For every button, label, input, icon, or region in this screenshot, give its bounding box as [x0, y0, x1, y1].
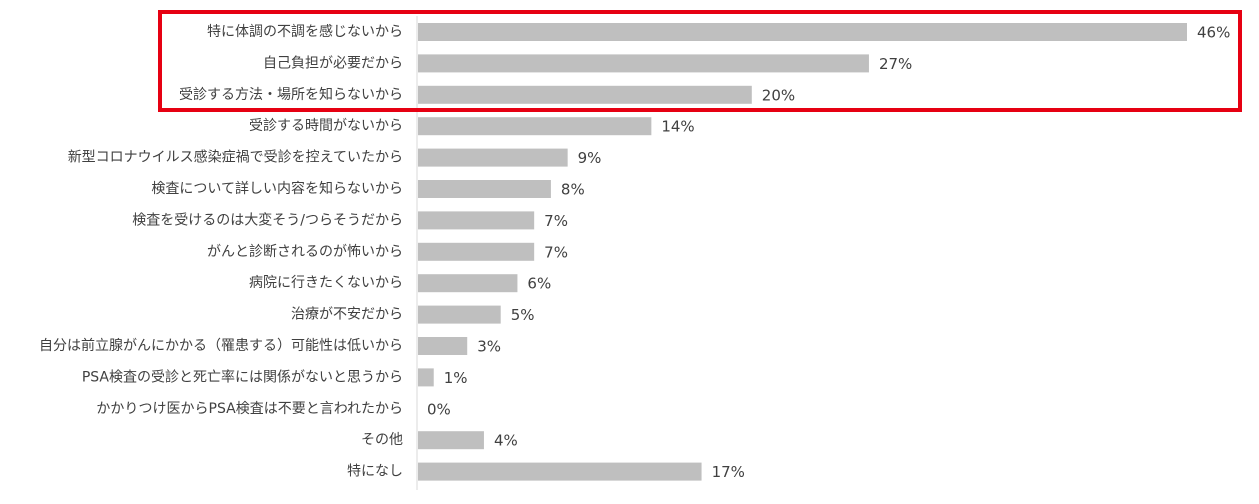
category-label: 特になし: [347, 464, 403, 480]
bar: [418, 23, 1187, 41]
value-label: 27%: [879, 55, 912, 73]
category-label: 自己負担が必要だから: [263, 55, 403, 71]
bar: [418, 368, 434, 387]
category-label: 検査について詳しい内容を知らないから: [151, 180, 403, 197]
value-label: 9%: [578, 149, 602, 167]
value-label: 5%: [511, 306, 535, 324]
bar: [418, 117, 652, 136]
bar: [418, 148, 568, 167]
value-label: 8%: [561, 181, 585, 199]
bar: [418, 274, 518, 293]
category-label: かかりつけ医からPSA検査は不要と言われたから: [96, 401, 403, 417]
value-label: 7%: [544, 243, 568, 261]
category-label: 病院に行きたくないから: [249, 275, 403, 291]
category-label: 治療が不安だから: [291, 306, 403, 323]
category-label: 検査を受けるのは大変そう/つらそうだから: [132, 211, 403, 228]
value-label: 6%: [527, 275, 551, 293]
category-label: 受診する時間がないから: [249, 118, 403, 134]
bar: [418, 180, 551, 198]
bar: [418, 431, 484, 450]
highlight-box: [158, 10, 1242, 112]
category-label: 特に体調の不調を感じないから: [207, 23, 403, 40]
bar: [418, 54, 869, 73]
category-label: 受診する方法・場所を知らないから: [179, 86, 403, 103]
value-label: 20%: [762, 86, 795, 104]
category-label: がんと診断されるのが怖いから: [207, 243, 403, 260]
bar: [418, 211, 535, 230]
value-label: 0%: [427, 400, 451, 418]
bar: [418, 242, 535, 261]
value-label: 7%: [544, 212, 568, 230]
value-label: 1%: [444, 369, 468, 387]
bar: [418, 305, 501, 324]
value-label: 46%: [1197, 24, 1230, 42]
bar: [418, 85, 752, 104]
category-label: その他: [361, 432, 403, 448]
value-label: 4%: [494, 432, 518, 450]
category-label: 新型コロナウイルス感染症禍で受診を控えていたから: [68, 149, 403, 166]
category-label: PSA検査の受診と死亡率には関係がないと思うから: [82, 368, 403, 385]
value-label: 3%: [477, 338, 501, 356]
value-label: 14%: [661, 118, 694, 136]
value-label: 17%: [712, 463, 745, 481]
bar: [418, 462, 702, 481]
category-label: 自分は前立腺がんにかかる（罹患する）可能性は低いから: [39, 337, 403, 354]
bar: [418, 337, 468, 355]
